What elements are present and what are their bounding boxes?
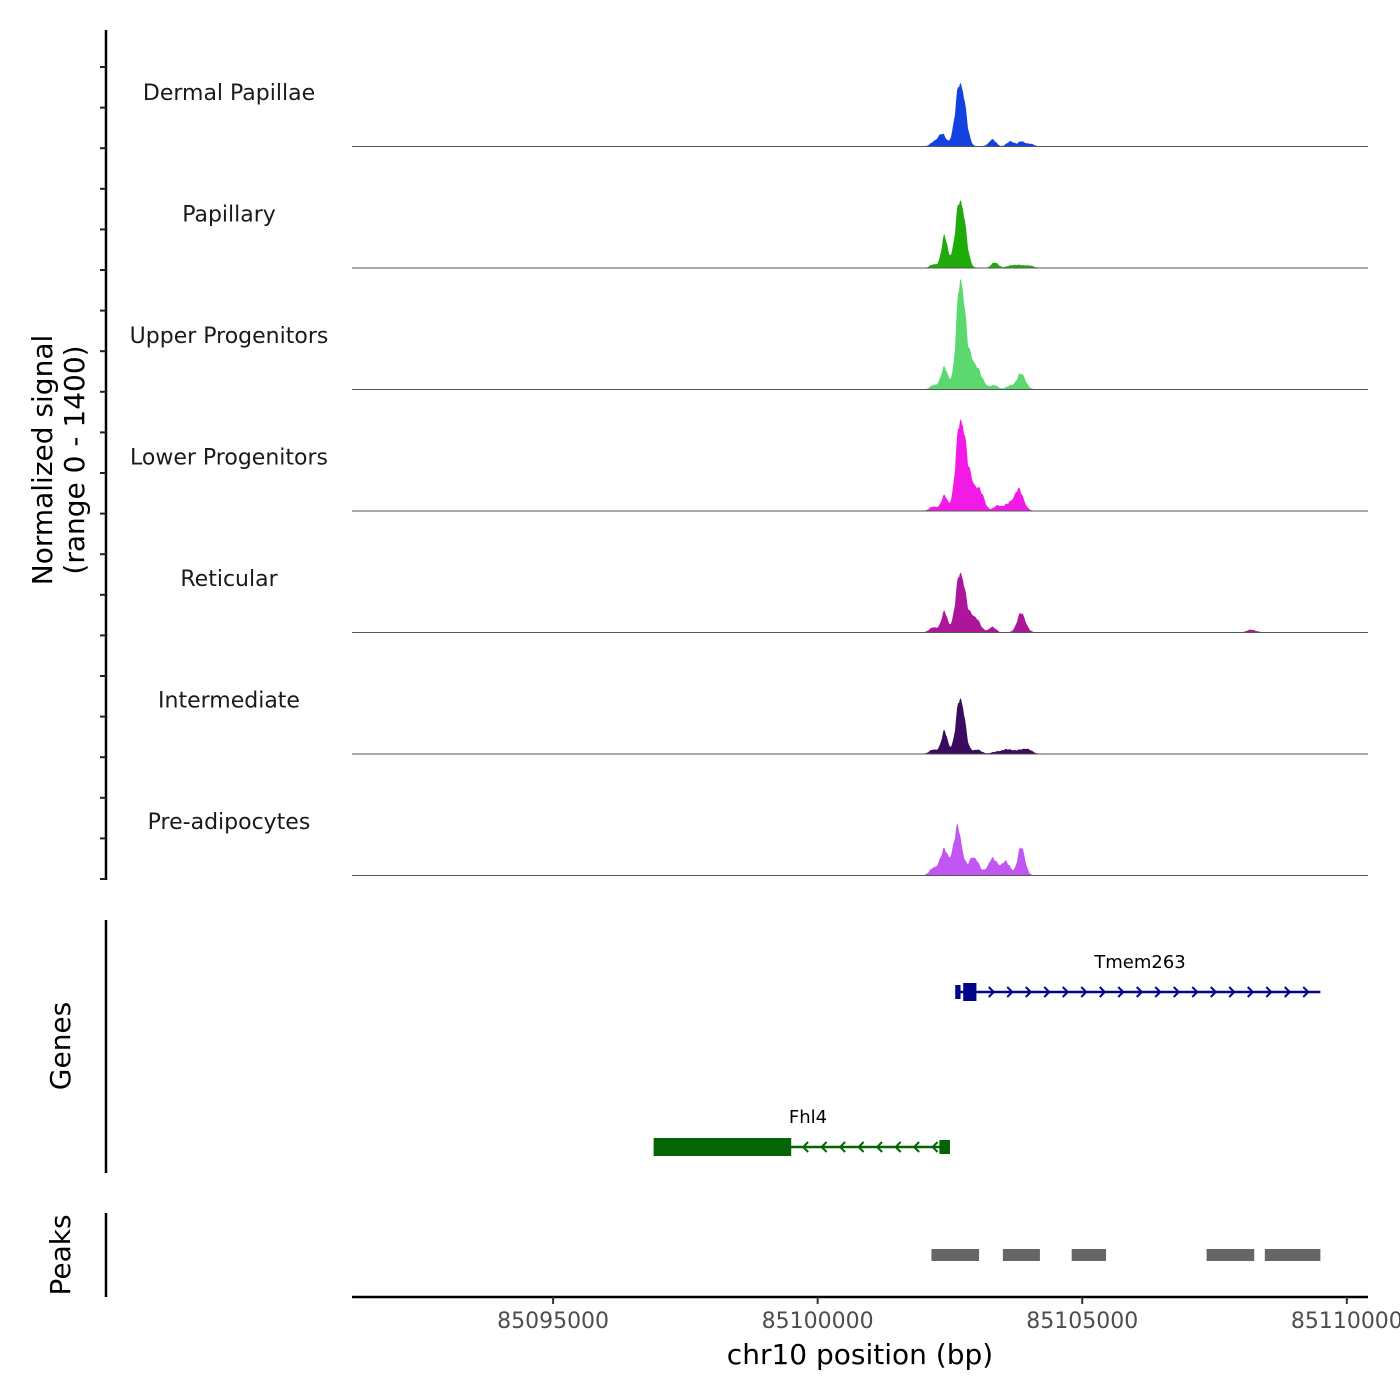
strand-chevron	[1154, 986, 1162, 998]
strand-chevron	[1191, 986, 1199, 998]
x-tick-label: 85100000	[762, 1309, 874, 1334]
strand-chevron	[988, 986, 996, 998]
strand-chevron	[1062, 986, 1070, 998]
strand-chevron	[931, 1141, 939, 1153]
coverage-area	[352, 823, 1368, 876]
strand-chevron	[838, 1141, 846, 1153]
coverage-area	[352, 419, 1368, 511]
gene-exon	[963, 983, 977, 1001]
gene-label: Tmem263	[1093, 952, 1186, 973]
peak-region	[1264, 1249, 1321, 1261]
coverage-area	[352, 572, 1368, 633]
strand-chevron	[875, 1141, 883, 1153]
track-label: Lower Progenitors	[130, 446, 328, 471]
signal-axis-title: Normalized signal	[26, 335, 59, 586]
genes-axis-title: Genes	[44, 1002, 77, 1090]
peaks-axis-title: Peaks	[44, 1214, 77, 1295]
x-tick-label: 85095000	[497, 1309, 609, 1334]
strand-chevron	[1247, 986, 1255, 998]
x-axis-title: chr10 position (bp)	[727, 1338, 993, 1371]
strand-chevron	[1099, 986, 1107, 998]
signal-y-axis-ticks	[100, 66, 106, 880]
coverage-area	[352, 200, 1368, 268]
coverage-tracks	[352, 83, 1368, 876]
strand-chevron	[820, 1141, 828, 1153]
gene-exon	[653, 1138, 792, 1156]
gene-exon	[955, 985, 961, 999]
track-label: Papillary	[182, 203, 276, 228]
strand-chevron	[1265, 986, 1273, 998]
strand-chevron	[1117, 986, 1125, 998]
coverage-area	[352, 83, 1368, 147]
strand-chevron	[1210, 986, 1218, 998]
strand-chevron	[857, 1141, 865, 1153]
signal-axis-range: (range 0 - 1400)	[58, 345, 91, 574]
x-tick-label: 85105000	[1026, 1309, 1138, 1334]
peak-track	[931, 1249, 1321, 1261]
track-label-layer: Dermal Papillae Papillary Upper Progenitor…	[130, 81, 329, 835]
strand-chevron	[912, 1141, 920, 1153]
track-label: Intermediate	[158, 689, 300, 714]
strand-chevron	[1173, 986, 1181, 998]
coverage-area	[352, 698, 1368, 754]
gene-exon	[939, 1140, 950, 1154]
peak-region	[1206, 1249, 1255, 1261]
track-label: Reticular	[180, 567, 278, 592]
track-label: Dermal Papillae	[143, 81, 315, 106]
strand-chevron	[1025, 986, 1033, 998]
track-label: Upper Progenitors	[130, 324, 329, 349]
strand-chevron	[1228, 986, 1236, 998]
peak-region	[931, 1249, 980, 1261]
peak-region	[1071, 1249, 1107, 1261]
track-label: Pre-adipocytes	[148, 810, 311, 835]
strand-chevron	[1080, 986, 1088, 998]
coverage-area	[352, 278, 1368, 390]
x-tick-label: 85110000	[1291, 1309, 1400, 1334]
x-axis-ticks: 85095000 85100000 85105000 85110000	[497, 1297, 1400, 1334]
strand-chevron	[1302, 986, 1310, 998]
strand-chevron	[1136, 986, 1144, 998]
strand-chevron	[894, 1141, 902, 1153]
strand-chevron	[1284, 986, 1292, 998]
strand-chevron	[801, 1141, 809, 1153]
gene-label: Fhl4	[789, 1107, 827, 1128]
strand-chevron	[1043, 986, 1051, 998]
strand-chevron	[1006, 986, 1014, 998]
peak-region	[1002, 1249, 1040, 1261]
gene-track: Tmem263 Fhl4	[653, 952, 1321, 1156]
